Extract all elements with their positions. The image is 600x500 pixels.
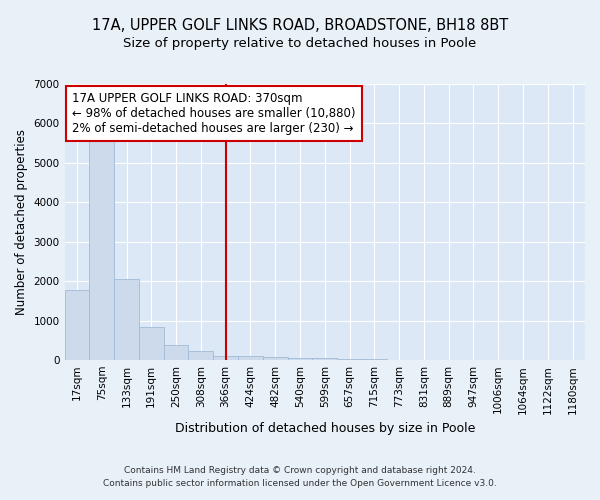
Bar bbox=[313, 358, 337, 360]
Bar bbox=[164, 346, 188, 360]
Bar bbox=[89, 132, 114, 360]
Text: Contains HM Land Registry data © Crown copyright and database right 2024.
Contai: Contains HM Land Registry data © Crown c… bbox=[103, 466, 497, 487]
Bar bbox=[213, 356, 238, 360]
Y-axis label: Number of detached properties: Number of detached properties bbox=[15, 129, 28, 315]
Bar bbox=[287, 358, 313, 360]
X-axis label: Distribution of detached houses by size in Poole: Distribution of detached houses by size … bbox=[175, 422, 475, 435]
Bar bbox=[263, 356, 287, 360]
Bar bbox=[362, 359, 387, 360]
Bar bbox=[337, 358, 362, 360]
Text: 17A, UPPER GOLF LINKS ROAD, BROADSTONE, BH18 8BT: 17A, UPPER GOLF LINKS ROAD, BROADSTONE, … bbox=[92, 18, 508, 32]
Bar bbox=[65, 290, 89, 360]
Bar bbox=[114, 279, 139, 360]
Bar bbox=[238, 356, 263, 360]
Text: Size of property relative to detached houses in Poole: Size of property relative to detached ho… bbox=[124, 38, 476, 51]
Bar bbox=[139, 328, 164, 360]
Text: 17A UPPER GOLF LINKS ROAD: 370sqm
← 98% of detached houses are smaller (10,880)
: 17A UPPER GOLF LINKS ROAD: 370sqm ← 98% … bbox=[73, 92, 356, 136]
Bar bbox=[188, 350, 213, 360]
